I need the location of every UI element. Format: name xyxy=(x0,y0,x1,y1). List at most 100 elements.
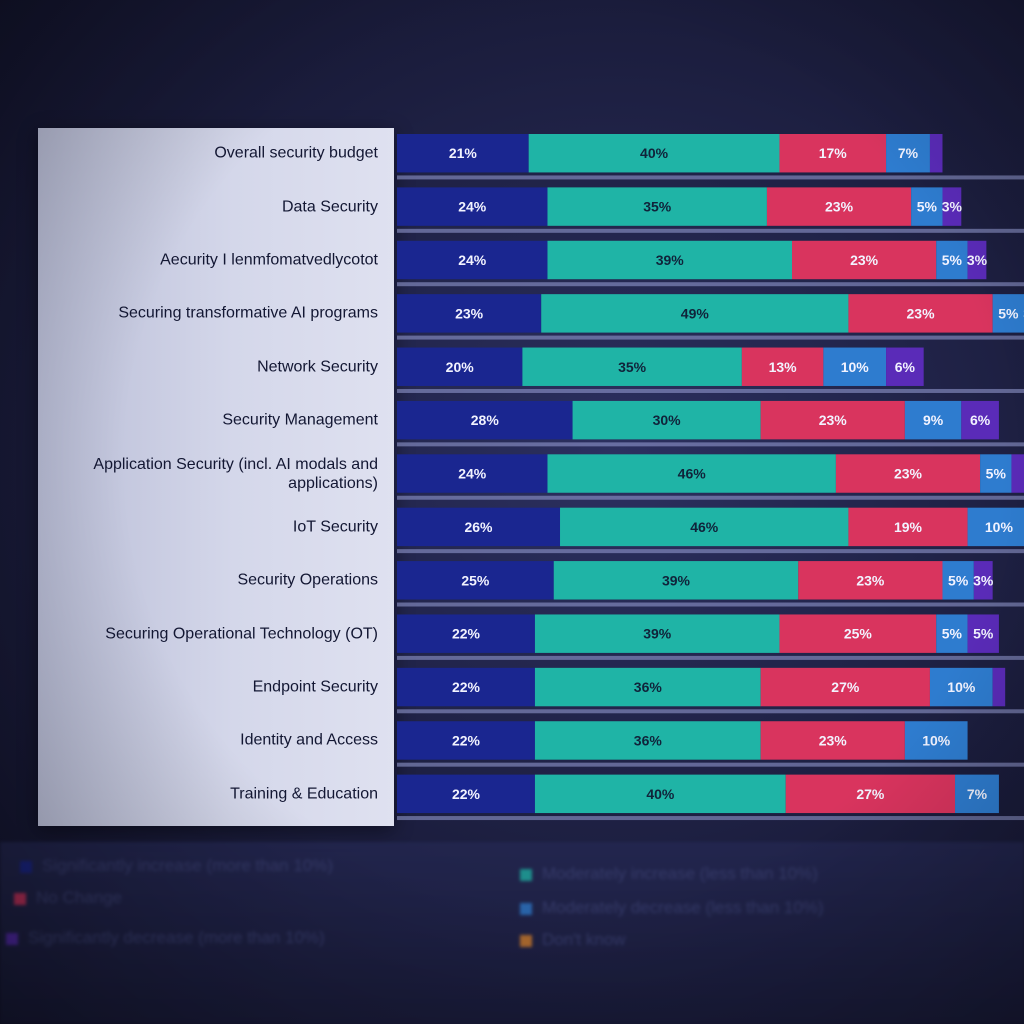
bar-segment xyxy=(760,721,905,760)
bar-segment xyxy=(967,507,1024,547)
bar-segment xyxy=(397,561,554,600)
category-label: Data Security xyxy=(281,198,378,216)
legend-item: Don't know xyxy=(520,930,626,950)
data-label: 24% xyxy=(458,466,487,482)
data-label: 13% xyxy=(769,359,798,375)
data-label: 23% xyxy=(825,199,854,215)
data-label: 6% xyxy=(895,359,916,375)
legend-label: Don't know xyxy=(542,930,626,949)
legend-swatch xyxy=(20,860,32,873)
bar-segment xyxy=(886,134,930,173)
data-label: 26% xyxy=(464,519,493,535)
data-label: 46% xyxy=(690,519,719,535)
bar-segment xyxy=(1011,454,1024,493)
bar-segment xyxy=(572,400,761,440)
legend-item: Significantly decrease (more than 10%) xyxy=(6,928,325,948)
data-label: 10% xyxy=(947,679,976,695)
row-separator xyxy=(397,442,1024,447)
bar-segment xyxy=(848,507,968,547)
data-label: 23% xyxy=(819,732,848,748)
bar-segment xyxy=(835,454,981,493)
row-separator xyxy=(397,709,1024,714)
data-label: 39% xyxy=(643,626,672,642)
data-label: 23% xyxy=(894,466,923,482)
bar-segment xyxy=(779,134,887,173)
legend-item: Moderately increase (less than 10%) xyxy=(520,864,818,884)
data-label: 5% xyxy=(942,252,963,268)
bar-segment xyxy=(534,614,780,653)
data-label: 17% xyxy=(819,145,848,161)
bar-segment xyxy=(936,614,968,653)
bar-segment xyxy=(929,667,993,707)
data-label: 3% xyxy=(967,252,988,268)
data-label: 25% xyxy=(461,572,490,588)
category-label: Security Operations xyxy=(237,571,378,589)
category-label: Identity and Access xyxy=(240,731,378,749)
bar-segment xyxy=(397,294,542,333)
legend-item: Moderately decrease (less than 10%) xyxy=(520,898,824,918)
data-label: 23% xyxy=(819,412,848,428)
data-label: 3% xyxy=(942,199,963,215)
bar-segment xyxy=(760,400,905,440)
data-label: 27% xyxy=(856,786,885,802)
bar-segment xyxy=(528,134,780,173)
category-label: Network Security xyxy=(257,358,378,376)
data-label: 22% xyxy=(452,626,481,642)
bar-segment xyxy=(553,561,799,600)
data-label: 23% xyxy=(856,572,885,588)
bar-segment xyxy=(955,774,999,814)
bar-segment xyxy=(547,187,767,226)
row-separator xyxy=(397,282,1024,287)
data-label: 24% xyxy=(458,252,487,268)
category-label: Application Security (incl. AI modals an… xyxy=(93,455,378,492)
bar-segment xyxy=(760,667,930,707)
data-label: 20% xyxy=(446,359,475,375)
bar-segment xyxy=(560,507,849,547)
row-separator xyxy=(397,228,1024,233)
bar-segment xyxy=(397,454,548,493)
row-separator xyxy=(397,655,1024,660)
data-label: 46% xyxy=(678,466,707,482)
bar-segment xyxy=(397,134,529,173)
bar-segment xyxy=(992,667,1006,707)
bar-segment xyxy=(886,347,924,386)
data-label: 40% xyxy=(646,786,675,802)
bar-segment xyxy=(397,667,535,707)
bar-segment xyxy=(973,561,993,600)
data-label: 27% xyxy=(831,679,860,695)
data-label: 5% xyxy=(942,626,963,642)
data-label: 23% xyxy=(850,252,879,268)
legend-label: Significantly increase (more than 10%) xyxy=(42,856,334,875)
bar-segment xyxy=(397,400,573,440)
bar-segment xyxy=(522,347,742,386)
data-label: 25% xyxy=(844,626,873,642)
bar-segment xyxy=(798,561,943,600)
bar-segment xyxy=(766,187,912,226)
category-label: Security Management xyxy=(222,411,378,429)
bar-segment xyxy=(534,721,761,760)
data-label: 22% xyxy=(452,786,481,802)
legend-item: No Change xyxy=(14,888,122,908)
data-label: 7% xyxy=(898,145,919,161)
data-label: 5% xyxy=(948,572,969,588)
row-separator xyxy=(397,388,1024,393)
data-label: 5% xyxy=(998,305,1019,321)
bar-segment xyxy=(904,721,968,760)
data-label: 21% xyxy=(449,145,478,161)
data-label: 49% xyxy=(681,305,710,321)
data-label: 9% xyxy=(923,412,944,428)
bar-segment xyxy=(397,774,535,814)
bar-segment xyxy=(942,187,962,226)
bar-segment xyxy=(929,134,943,173)
bar-segment xyxy=(942,561,974,600)
row-separator xyxy=(397,495,1024,500)
legend-label: No Change xyxy=(36,888,123,907)
bar-segment xyxy=(547,240,793,280)
legend-label: Moderately increase (less than 10%) xyxy=(542,864,818,883)
data-label: 10% xyxy=(985,519,1014,535)
data-label: 39% xyxy=(662,572,691,588)
bar-segment xyxy=(961,400,999,440)
category-label: IoT Security xyxy=(292,518,378,536)
bar-segment xyxy=(534,667,761,707)
